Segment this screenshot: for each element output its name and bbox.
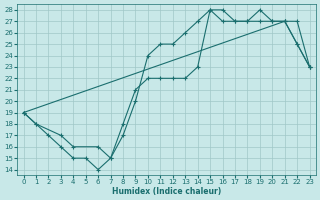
X-axis label: Humidex (Indice chaleur): Humidex (Indice chaleur) bbox=[112, 187, 221, 196]
